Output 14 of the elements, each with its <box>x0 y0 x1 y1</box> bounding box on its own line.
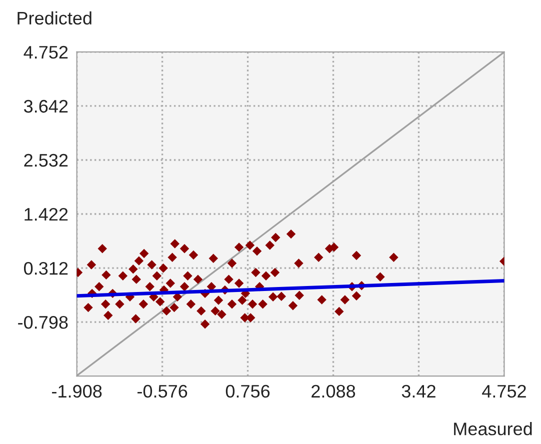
x-tick-label: -0.576 <box>138 384 188 398</box>
x-tick-label: -1.908 <box>52 384 102 398</box>
y-tick-label: 2.532 <box>24 154 68 167</box>
y-axis-title: Predicted <box>18 11 92 25</box>
y-tick-label: 0.312 <box>24 262 68 275</box>
x-tick-label: 4.752 <box>482 384 526 398</box>
y-tick-label: -0.798 <box>18 316 68 329</box>
x-tick-label: 0.756 <box>226 384 270 398</box>
x-tick-label: 3.42 <box>402 384 436 398</box>
y-tick-label: 1.422 <box>24 208 68 221</box>
y-tick-label: 3.642 <box>24 100 68 113</box>
x-tick-label: 2.088 <box>312 384 356 398</box>
x-axis-title: Measured <box>454 422 532 436</box>
y-tick-label: 4.752 <box>24 46 68 59</box>
